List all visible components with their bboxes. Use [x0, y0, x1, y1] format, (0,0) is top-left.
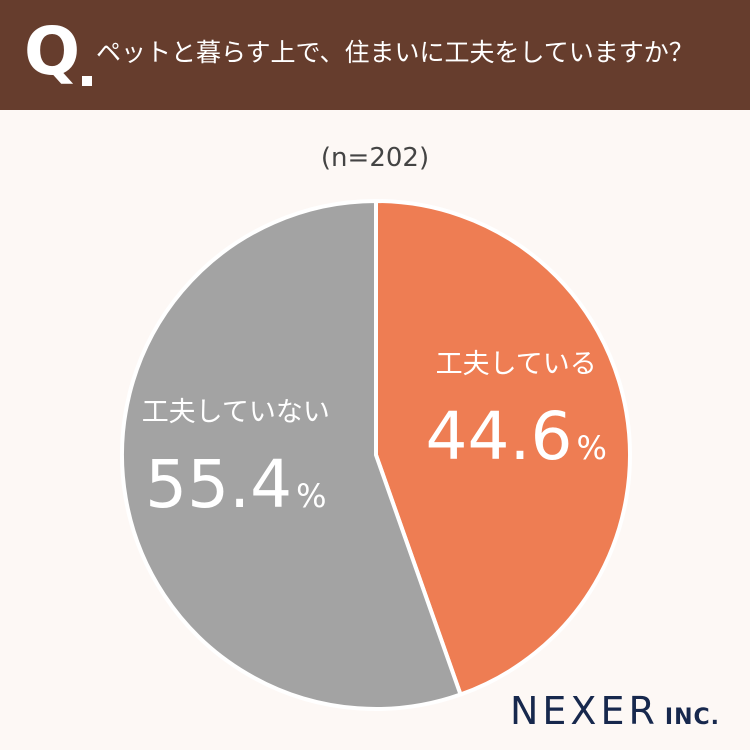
slice-label-2: 工夫していない: [142, 397, 330, 428]
slice-label-1: 工夫している: [436, 349, 597, 380]
slice-value-2: 55.4%: [145, 446, 326, 523]
question-header: Q ペットと暮らす上で、住まいに工夫をしていますか？: [0, 0, 750, 110]
pie-slice-1: [374, 199, 632, 697]
brand-suffix: INC.: [664, 705, 720, 730]
sample-size: (n=202): [320, 143, 430, 173]
slice-value-1: 44.6%: [426, 398, 607, 475]
q-mark: Q: [24, 13, 81, 90]
brand-name: NEXER: [510, 689, 659, 733]
question-text: ペットと暮らす上で、住まいに工夫をしていますか？: [96, 38, 694, 67]
brand-logo: NEXER INC.: [510, 688, 736, 734]
q-dot: [82, 76, 92, 86]
pie-slice-2: [120, 199, 463, 711]
